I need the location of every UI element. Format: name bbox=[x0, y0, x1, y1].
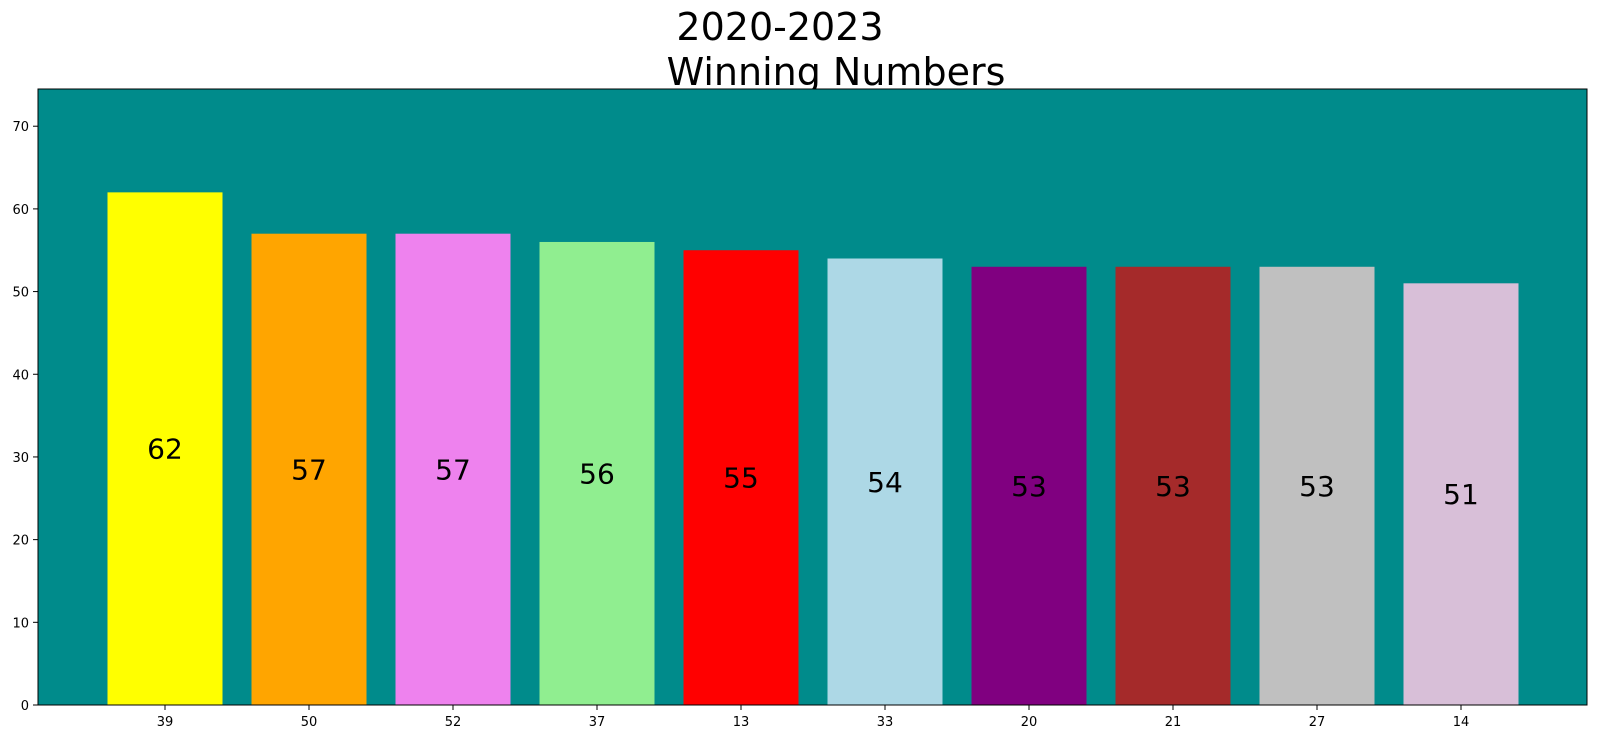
bar-52 bbox=[395, 233, 511, 705]
bar-14 bbox=[1403, 283, 1519, 705]
bar-value-label: 62 bbox=[147, 433, 183, 466]
x-tick-label: 52 bbox=[445, 715, 462, 730]
bar-value-label: 55 bbox=[723, 462, 759, 495]
y-tick-label: 40 bbox=[12, 368, 29, 383]
x-tick-label: 37 bbox=[589, 715, 606, 730]
y-tick-label: 50 bbox=[12, 286, 29, 301]
plot-frame bbox=[37, 88, 1588, 706]
bar-37 bbox=[539, 241, 655, 706]
x-tick-label: 14 bbox=[1453, 715, 1470, 730]
bar-value-label: 53 bbox=[1011, 470, 1047, 503]
chart-title: 2020-2023 Winning Numbers bbox=[667, 5, 1006, 94]
y-tick-label: 10 bbox=[12, 616, 29, 631]
y-tick-label: 60 bbox=[12, 203, 29, 218]
bar-value-label: 56 bbox=[579, 457, 615, 490]
chart-title-line-2: Winning Numbers bbox=[667, 50, 1006, 94]
y-tick-label: 70 bbox=[12, 120, 29, 135]
bar-50 bbox=[251, 233, 367, 705]
bar-value-label: 53 bbox=[1299, 470, 1335, 503]
y-tick-label: 30 bbox=[12, 451, 29, 466]
bar-13 bbox=[683, 250, 799, 705]
bar-value-label: 54 bbox=[867, 466, 903, 499]
x-tick-label: 50 bbox=[301, 715, 318, 730]
y-tick-label: 20 bbox=[12, 534, 29, 549]
bar-20 bbox=[971, 266, 1087, 705]
bar-27 bbox=[1259, 266, 1375, 705]
bar-value-label: 51 bbox=[1443, 478, 1479, 511]
bar-33 bbox=[827, 258, 943, 705]
bar-value-labels: 62 57 57 56 55 54 53 53 53 51 bbox=[147, 433, 1479, 511]
x-tick-label: 39 bbox=[157, 715, 174, 730]
x-tick-label: 33 bbox=[877, 715, 894, 730]
chart-title-line-1: 2020-2023 bbox=[676, 5, 883, 49]
bar-39 bbox=[107, 192, 223, 705]
bar-21 bbox=[1115, 266, 1231, 705]
bars bbox=[107, 192, 1519, 706]
y-axis: 0 10 20 30 40 50 60 70 bbox=[12, 120, 38, 714]
bar-value-label: 57 bbox=[291, 453, 327, 486]
x-tick-label: 27 bbox=[1309, 715, 1326, 730]
y-tick-label: 0 bbox=[21, 699, 29, 714]
bar-value-label: 57 bbox=[435, 453, 471, 486]
x-tick-label: 13 bbox=[733, 715, 750, 730]
x-tick-label: 21 bbox=[1165, 715, 1182, 730]
x-tick-label: 20 bbox=[1021, 715, 1038, 730]
bar-value-label: 53 bbox=[1155, 470, 1191, 503]
x-axis: 39 50 52 37 13 33 20 21 27 14 bbox=[157, 705, 1470, 730]
